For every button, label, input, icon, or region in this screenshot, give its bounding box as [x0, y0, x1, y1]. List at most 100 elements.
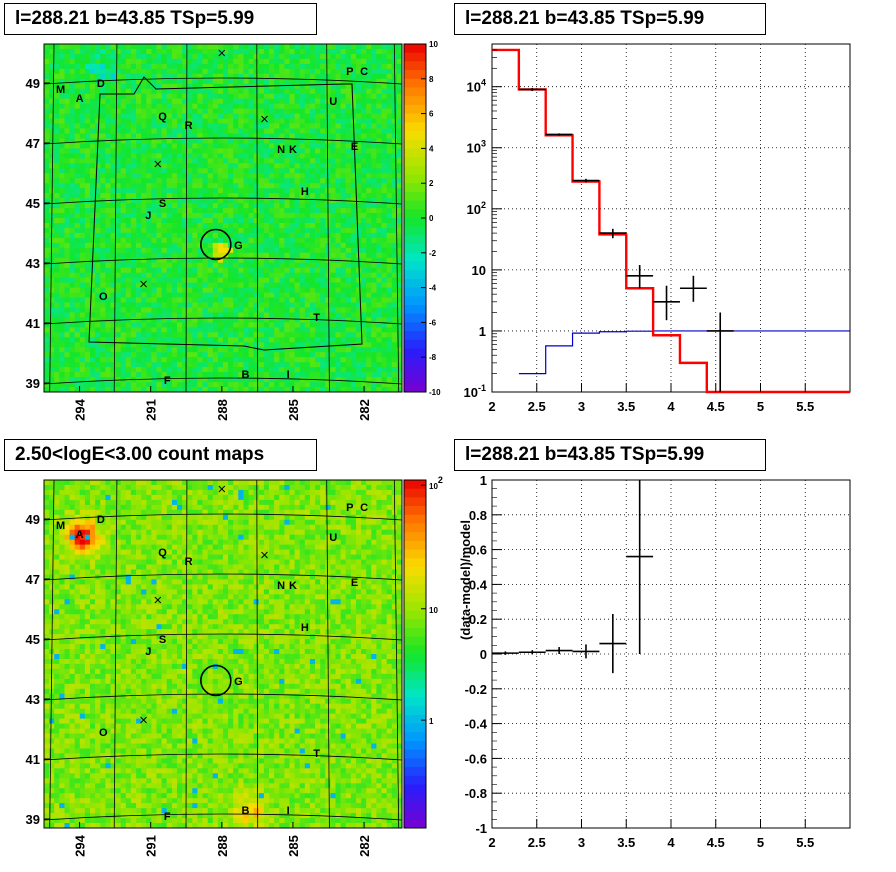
map-pixel: [396, 252, 403, 259]
map-pixel: [207, 352, 214, 358]
x-tick-label: 294: [73, 398, 88, 420]
map-pixel: [187, 257, 193, 264]
map-pixel: [228, 332, 234, 338]
map-pixel: [110, 183, 116, 189]
map-pixel: [299, 158, 306, 164]
map-pixel: [309, 88, 316, 95]
colorbar-cell: [404, 157, 426, 167]
map-pixel: [161, 367, 168, 373]
map-pixel: [69, 227, 76, 234]
map-pixel: [187, 103, 193, 110]
colorbar-cell: [404, 131, 426, 141]
map-pixel: [212, 302, 219, 308]
map-pixel: [381, 312, 387, 318]
map-pixel: [182, 178, 188, 184]
map-pixel: [320, 193, 326, 199]
map-pixel: [309, 332, 316, 338]
map-pixel: [269, 203, 275, 209]
map-pixel: [376, 88, 382, 95]
map-pixel: [202, 63, 208, 70]
map-pixel: [299, 337, 306, 343]
map-pixel: [212, 148, 219, 154]
map-pixel: [238, 327, 244, 333]
map-pixel: [289, 337, 295, 343]
map-pixel: [105, 58, 111, 65]
map-pixel: [146, 223, 152, 229]
map-pixel: [156, 158, 162, 164]
map-pixel: [217, 193, 224, 199]
map-pixel: [356, 133, 362, 139]
map-pixel: [161, 93, 168, 100]
map-pixel: [161, 387, 168, 393]
map-pixel: [54, 272, 60, 279]
map-pixel: [238, 123, 244, 129]
map-pixel: [376, 108, 382, 114]
map-pixel: [217, 188, 224, 194]
map-pixel: [187, 372, 193, 378]
map-pixel: [151, 282, 157, 288]
map-pixel: [182, 347, 188, 353]
map-pixel: [315, 257, 321, 264]
map-pixel: [207, 208, 214, 214]
map-pixel: [161, 138, 168, 144]
map-pixel: [141, 332, 147, 338]
map-pixel: [110, 63, 116, 70]
map-pixel: [279, 232, 285, 239]
map-pixel: [284, 63, 290, 70]
map-pixel: [120, 178, 127, 184]
map-pixel: [330, 297, 336, 303]
map-pixel: [84, 148, 91, 154]
map-pixel: [294, 58, 301, 65]
map-pixel: [294, 188, 301, 194]
map-pixel: [49, 302, 55, 308]
map-pixel: [166, 337, 173, 343]
map-pixel: [233, 312, 239, 318]
map-pixel: [161, 188, 168, 194]
map-pixel: [90, 332, 96, 338]
map-pixel: [217, 232, 224, 239]
map-pixel: [320, 242, 326, 249]
map-pixel: [105, 282, 111, 288]
map-pixel: [100, 203, 106, 209]
map-pixel: [171, 312, 178, 318]
map-pixel: [44, 357, 50, 363]
map-pixel: [197, 138, 203, 144]
map-pixel: [44, 128, 50, 134]
map-pixel: [197, 193, 203, 199]
map-pixel: [202, 123, 208, 129]
map-pixel: [304, 352, 311, 358]
map-pixel: [340, 267, 347, 274]
map-pixel: [386, 287, 393, 293]
map-pixel: [294, 227, 301, 234]
map-pixel: [64, 148, 70, 154]
map-pixel: [228, 63, 234, 70]
map-pixel: [95, 118, 101, 124]
map-pixel: [59, 88, 65, 95]
map-pixel: [217, 237, 224, 244]
map-pixel: [269, 113, 275, 119]
map-pixel: [69, 193, 76, 199]
map-pixel: [356, 58, 362, 65]
map-pixel: [95, 382, 101, 388]
map-pixel: [79, 232, 86, 239]
map-pixel: [258, 123, 265, 129]
map-pixel: [376, 218, 382, 224]
map-pixel: [171, 382, 178, 388]
map-pixel: [340, 78, 347, 85]
map-pixel: [381, 118, 387, 124]
map-pixel: [274, 377, 280, 383]
map-pixel: [320, 218, 326, 224]
map-pixel: [325, 113, 331, 119]
map-pixel: [125, 372, 132, 378]
map-pixel: [192, 372, 198, 378]
map-pixel: [361, 128, 367, 134]
map-pixel: [376, 312, 382, 318]
map-pixel: [238, 88, 244, 95]
map-pixel: [95, 113, 101, 119]
map-pixel: [217, 118, 224, 124]
map-pixel: [233, 163, 239, 169]
map-pixel: [64, 198, 70, 204]
map-pixel: [386, 247, 393, 254]
map-pixel: [110, 173, 116, 179]
map-pixel: [376, 327, 382, 333]
